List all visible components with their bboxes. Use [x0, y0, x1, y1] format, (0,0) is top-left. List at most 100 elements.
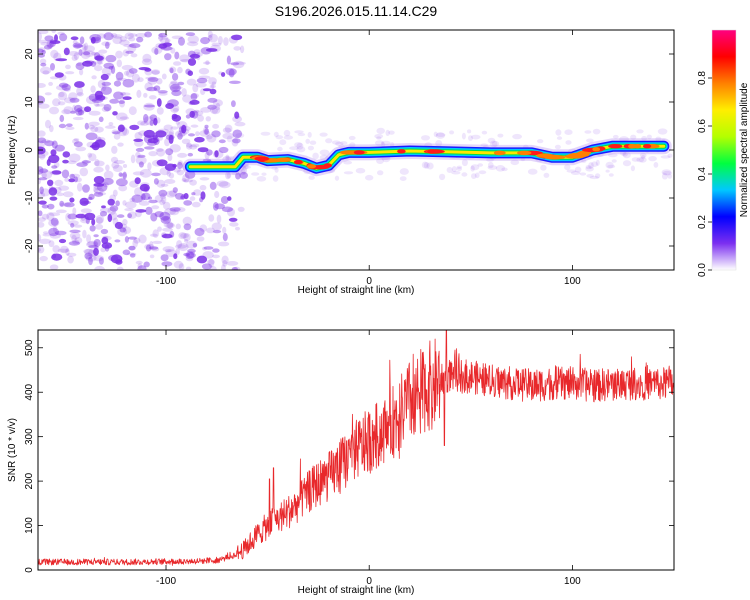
noise-blob — [172, 73, 179, 81]
noise-blob — [103, 170, 114, 180]
noise-blob — [182, 94, 192, 103]
noise-blob — [124, 208, 134, 212]
noise-blob — [59, 202, 71, 207]
noise-blob — [124, 70, 130, 76]
noise-halo — [574, 166, 582, 173]
noise-blob — [157, 226, 162, 232]
noise-blob — [49, 264, 59, 270]
noise-blob — [156, 179, 166, 188]
noise-blob — [188, 133, 195, 137]
noise-blob — [79, 167, 89, 177]
snr-x-tick-label: -100 — [156, 576, 176, 587]
noise-blob — [129, 124, 140, 131]
noise-blob — [93, 99, 99, 107]
noise-halo — [226, 135, 233, 143]
noise-blob — [61, 83, 71, 91]
noise-blob — [88, 110, 101, 116]
noise-blob — [98, 49, 108, 54]
noise-halo — [585, 166, 594, 172]
snr-x-axis-label: Height of straight line (km) — [298, 585, 415, 596]
noise-blob — [111, 161, 120, 169]
noise-blob — [165, 148, 174, 156]
noise-halo — [256, 176, 267, 182]
noise-blob — [70, 222, 75, 228]
noise-blob — [212, 229, 222, 234]
spectrogram-x-tick-label: -100 — [156, 276, 176, 287]
snr-y-tick-label: 100 — [24, 517, 35, 534]
noise-blob — [207, 104, 217, 110]
noise-halo — [251, 172, 260, 176]
noise-blob — [155, 130, 167, 138]
noise-blob — [212, 202, 219, 211]
noise-blob — [225, 68, 237, 76]
noise-blob — [69, 197, 75, 203]
noise-blob — [93, 255, 105, 262]
noise-blob — [198, 75, 211, 80]
noise-blob — [136, 36, 144, 43]
noise-halo — [595, 159, 600, 166]
noise-blob — [218, 181, 231, 189]
noise-blob — [227, 196, 232, 201]
noise-blob — [49, 40, 61, 44]
noise-blob — [90, 60, 97, 67]
noise-blob — [59, 33, 68, 42]
noise-blob — [171, 113, 178, 120]
noise-halo — [435, 132, 445, 139]
noise-blob — [112, 34, 123, 39]
noise-blob — [72, 39, 78, 45]
noise-blob — [95, 103, 100, 107]
noise-blob — [193, 49, 201, 55]
noise-blob — [38, 248, 41, 252]
noise-blob — [48, 185, 54, 192]
colorbar-tick-label: 0.0 — [697, 263, 708, 277]
noise-halo — [421, 161, 429, 169]
noise-halo — [470, 164, 480, 171]
noise-blob — [53, 225, 58, 233]
noise-blob — [137, 77, 144, 83]
colorbar-tick-label: 0.8 — [697, 71, 708, 85]
noise-blob — [69, 232, 81, 240]
noise-halo — [660, 155, 671, 159]
noise-blob — [107, 198, 115, 206]
noise-blob — [125, 50, 134, 54]
noise-blob — [177, 160, 183, 166]
noise-halo — [594, 173, 601, 179]
noise-blob — [135, 151, 141, 159]
noise-blob — [67, 160, 77, 165]
noise-blob — [212, 248, 220, 253]
noise-blob — [38, 140, 45, 150]
noise-halo — [471, 173, 477, 180]
noise-blob — [143, 134, 153, 144]
noise-blob — [178, 263, 185, 270]
noise-blob — [232, 138, 241, 144]
noise-blob — [202, 246, 207, 251]
noise-blob — [115, 200, 120, 207]
noise-blob — [129, 43, 141, 49]
noise-halo — [527, 168, 538, 175]
noise-blob — [41, 204, 49, 209]
noise-blob — [189, 179, 197, 186]
noise-blob — [98, 96, 108, 101]
noise-blob — [106, 73, 111, 77]
noise-blob — [212, 123, 220, 129]
noise-blob — [115, 71, 124, 81]
noise-blob — [70, 36, 79, 41]
noise-blob — [187, 70, 193, 76]
noise-blob — [61, 109, 71, 115]
noise-halo — [449, 130, 455, 135]
colorbar-tick-label: 0.6 — [697, 119, 708, 133]
noise-blob — [76, 62, 82, 67]
track-hotspot — [643, 144, 652, 149]
noise-halo — [667, 173, 672, 179]
noise-halo — [622, 152, 628, 157]
noise-blob — [51, 253, 63, 261]
noise-blob — [71, 234, 77, 243]
noise-blob — [47, 43, 53, 49]
noise-blob — [65, 123, 73, 127]
noise-halo — [274, 167, 279, 173]
noise-blob — [208, 214, 215, 222]
colorbar-label: Normalized spectral amplitude — [739, 82, 750, 217]
noise-blob — [38, 233, 42, 242]
noise-blob — [90, 85, 96, 93]
